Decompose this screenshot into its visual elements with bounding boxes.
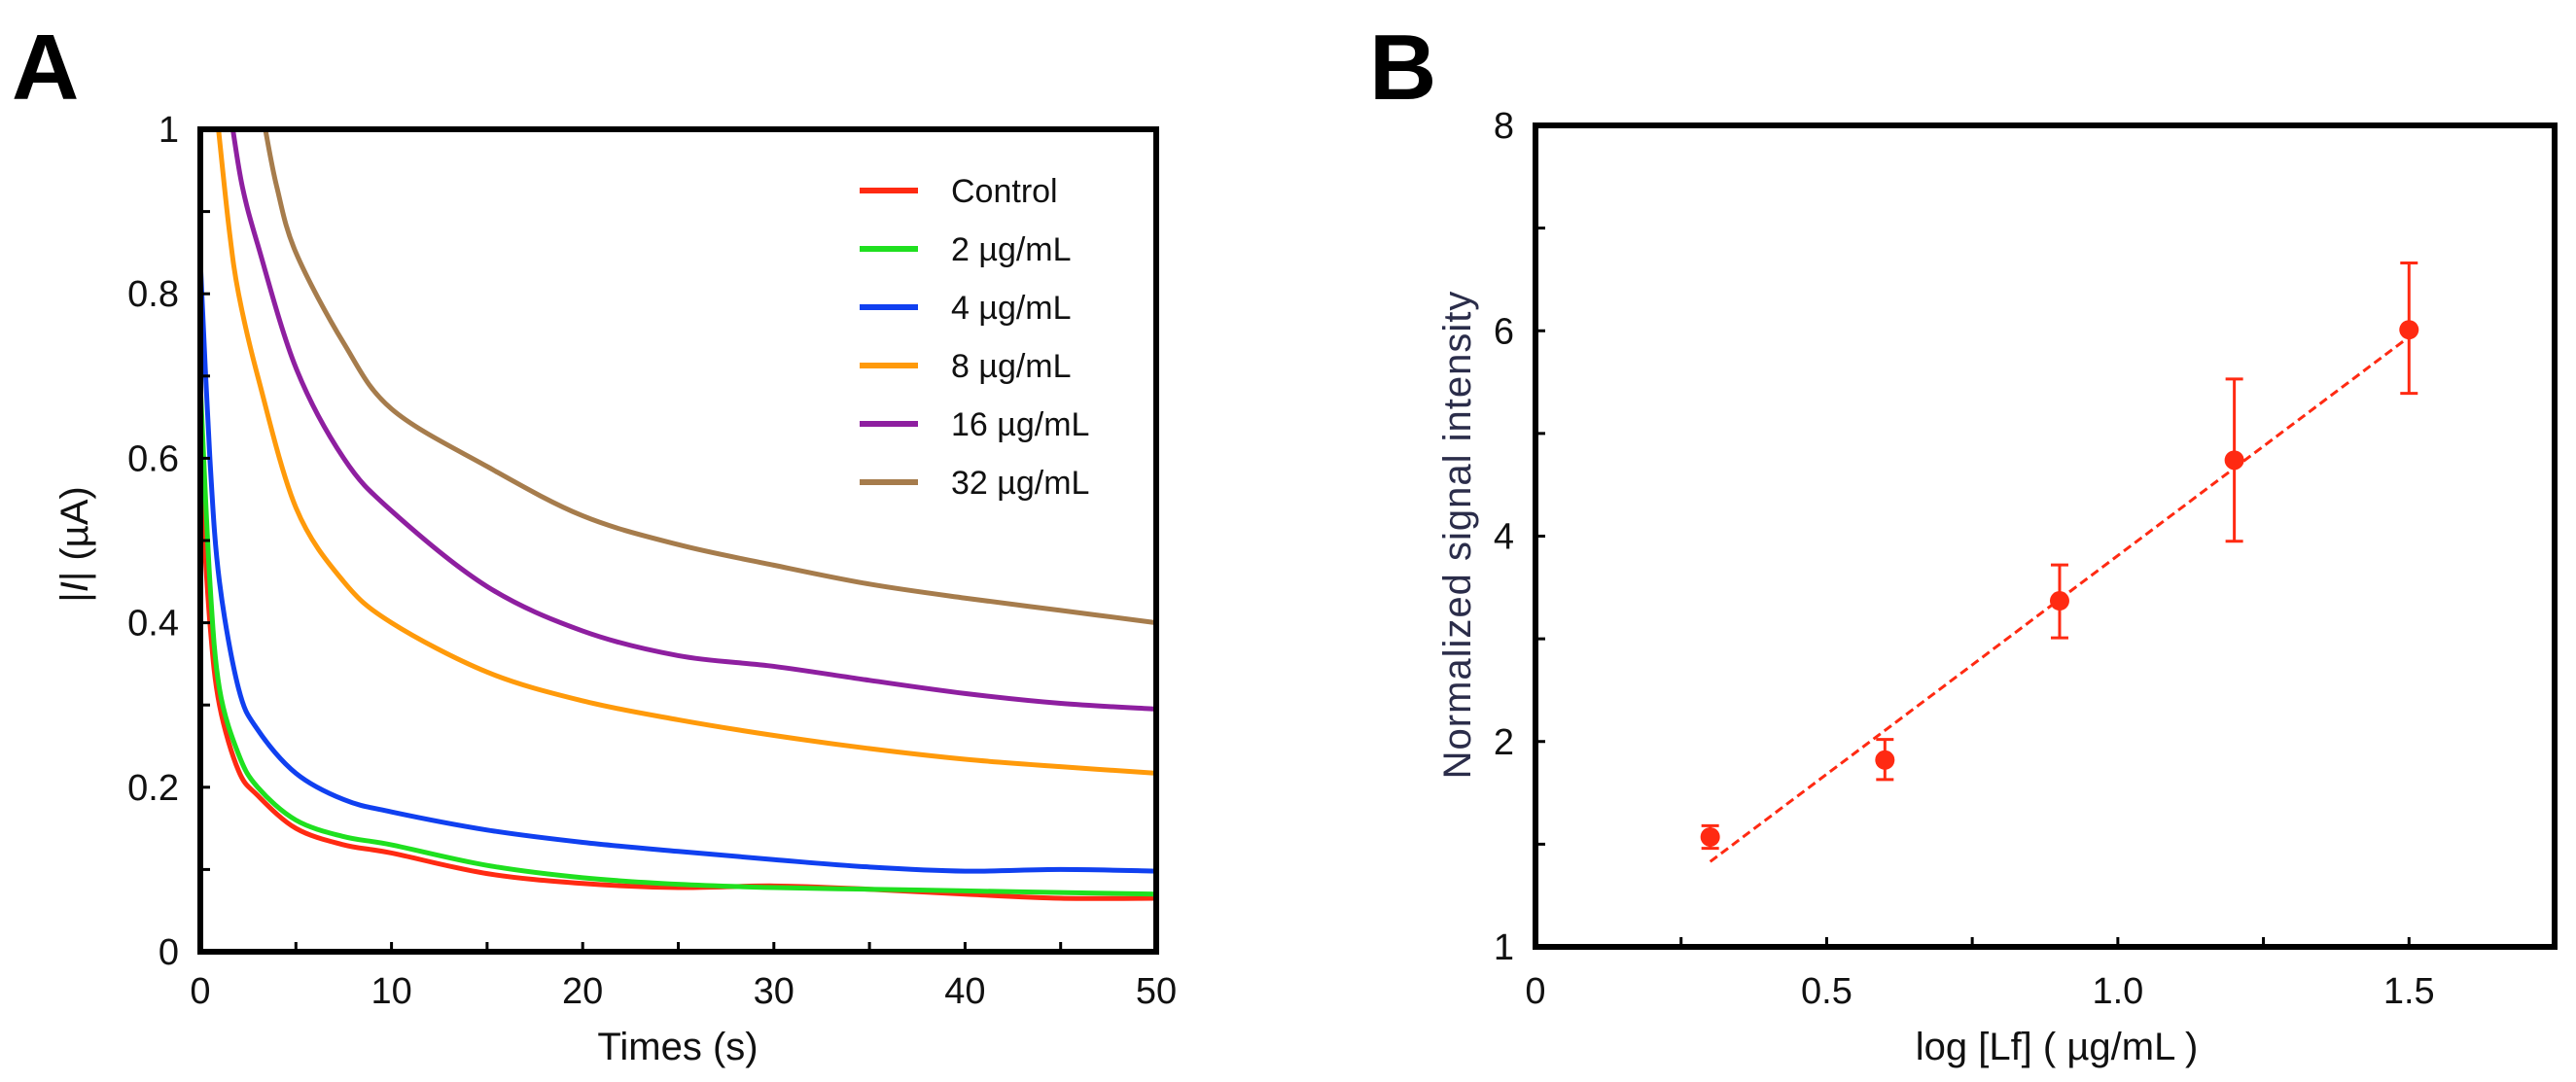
- x-axis-title-a: Times (s): [597, 1026, 758, 1068]
- x-tick-label: 30: [754, 971, 794, 1012]
- y-tick-label: 0: [159, 932, 179, 973]
- y-axis-title-prefix: |: [53, 592, 96, 602]
- data-point: [2224, 450, 2244, 471]
- y-tick-label: 0.2: [127, 768, 179, 809]
- y-tick-label: 8: [1494, 106, 1514, 147]
- panel-label-a: A: [12, 16, 79, 120]
- y-axis-title-unit: | (µA): [53, 486, 96, 581]
- plot-frame-b: [1533, 122, 2558, 950]
- x-tick-label: 20: [562, 971, 603, 1012]
- legend-label: 2 µg/mL: [951, 231, 1072, 268]
- series-lines: [197, 128, 1157, 901]
- y-tick-label: 4: [1494, 517, 1514, 558]
- x-tick-label: 0: [1525, 971, 1545, 1012]
- legend-label: 8 µg/mL: [951, 348, 1072, 385]
- x-tick-label: 1.0: [2092, 971, 2143, 1012]
- panel-label-b: B: [1369, 16, 1436, 120]
- y-tick-label: 2: [1494, 722, 1514, 763]
- y-tick-label: 0.8: [127, 274, 179, 315]
- data-point: [2399, 320, 2419, 340]
- series-line-4-g-ml: [197, 261, 1157, 874]
- data-point: [1875, 750, 1895, 770]
- x-axis-title-b: log [Lf] ( µg/mL ): [1916, 1026, 2199, 1068]
- legend: Control 2 µg/mL 4 µg/mL 8 µg/mL 16 µg/mL 32 µ…: [860, 173, 1089, 502]
- series-line-32-g-ml: [263, 128, 1157, 626]
- y-tick-label: 0.4: [127, 604, 179, 645]
- x-tick-label: 0.5: [1801, 971, 1853, 1012]
- series-line-16-g-ml: [229, 128, 1157, 712]
- y-axis-title-a: |I| (µA): [53, 486, 96, 602]
- series-line-8-g-ml: [216, 128, 1157, 776]
- data-point: [1700, 826, 1720, 847]
- y-axis-title-b: Normalized signal intensity: [1436, 291, 1479, 780]
- x-tick-label: 50: [1136, 971, 1177, 1012]
- axis-ticks-a: 0 10 20 30 40 50 0 0.2 0.4 0.6 0.8 1: [127, 110, 1177, 1012]
- y-tick-label: 0.6: [127, 438, 179, 479]
- legend-label: 16 µg/mL: [951, 406, 1089, 443]
- x-tick-label: 0: [190, 971, 210, 1012]
- legend-label: Control: [951, 173, 1058, 210]
- legend-label: 4 µg/mL: [951, 290, 1072, 327]
- x-tick-label: 10: [371, 971, 411, 1012]
- data-point: [2049, 591, 2069, 611]
- panel-a: A 0 10 20 30 40 50 0 0.2 0.4 0.6 0.8 1 Times (s) |I…: [12, 16, 1177, 1068]
- x-tick-label: 1.5: [2383, 971, 2435, 1012]
- x-tick-label: 40: [944, 971, 985, 1012]
- panel-b: B 0 0.5 1.0 1.5 1 2 4 6 8 log [Lf] ( µg/mL ) Nor…: [1369, 16, 2558, 1068]
- legend-label: 32 µg/mL: [951, 465, 1089, 502]
- y-tick-label: 6: [1494, 311, 1514, 352]
- y-axis-title-symbol: I: [53, 581, 96, 592]
- y-tick-label: 1: [159, 110, 179, 151]
- data-marks: [1700, 262, 2419, 863]
- axis-ticks-b: 0 0.5 1.0 1.5 1 2 4 6 8: [1494, 106, 2435, 1012]
- series-line-2-g-ml: [197, 384, 1157, 897]
- y-tick-label: 1: [1494, 927, 1514, 968]
